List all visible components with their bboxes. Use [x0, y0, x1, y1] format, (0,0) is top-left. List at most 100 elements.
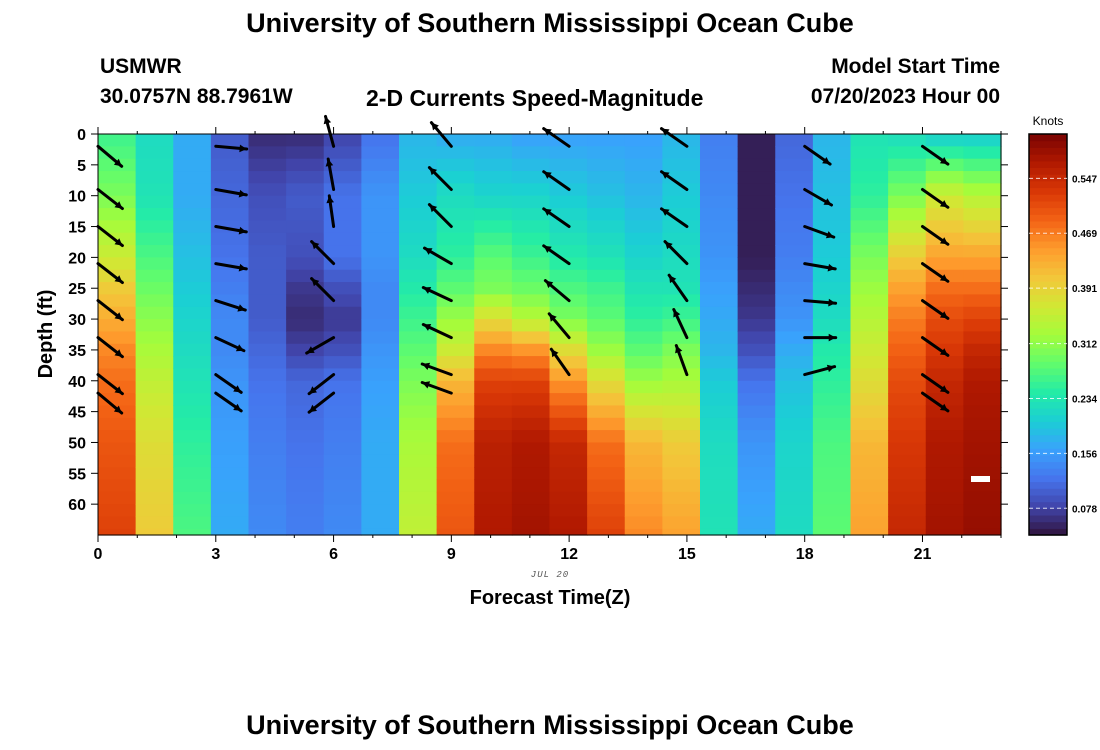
heatmap-cell [210, 430, 250, 444]
heatmap-cell [850, 319, 889, 333]
colorbar-segment [1029, 134, 1067, 142]
heatmap-cell [474, 220, 513, 234]
heatmap-cell [812, 146, 852, 160]
colorbar-segment [1029, 394, 1067, 402]
heatmap-cell [549, 504, 588, 518]
heatmap-cell [474, 504, 513, 518]
heatmap-cell [775, 405, 814, 419]
heatmap-cell [737, 430, 776, 444]
heatmap-cell [888, 319, 927, 333]
heatmap-cell [399, 417, 438, 431]
heatmap-cell [812, 232, 852, 246]
heatmap-cell [98, 331, 137, 345]
heatmap-cell [474, 528, 513, 536]
heatmap-cell [812, 158, 852, 172]
current-arrow [674, 344, 689, 377]
colorbar-segment [1029, 267, 1067, 275]
arrow-head [939, 200, 948, 208]
heatmap-cell [474, 442, 513, 456]
heatmap-cell [888, 220, 927, 234]
heatmap-cell [474, 319, 513, 333]
current-arrow [325, 157, 336, 191]
heatmap-cell [248, 171, 287, 184]
heatmap-cell [436, 467, 475, 481]
current-arrow [214, 262, 248, 272]
heatmap-cell [135, 134, 174, 147]
heatmap-cell [511, 454, 551, 468]
arrow-head [669, 275, 677, 284]
heatmap-cell [210, 442, 250, 456]
heatmap-cell [173, 232, 212, 246]
heatmap-cell [248, 331, 287, 345]
heatmap-cell [888, 294, 927, 308]
arrow-head [422, 362, 431, 370]
y-tick-label: 30 [68, 312, 86, 329]
heatmap-cell [624, 220, 663, 234]
heatmap-cell [286, 146, 325, 160]
heatmap-cell [775, 343, 814, 357]
heatmap-cell [624, 146, 663, 160]
heatmap-cell [888, 171, 927, 184]
heatmap-cell [474, 405, 513, 419]
current-arrow [543, 279, 571, 303]
heatmap-cell [323, 245, 362, 258]
heatmap-cell [812, 269, 852, 283]
colorbar-segment [1029, 200, 1067, 209]
current-arrow [803, 144, 832, 166]
heatmap-cell [511, 380, 551, 394]
heatmap-cell [361, 368, 400, 382]
heatmap-cell [850, 282, 889, 295]
heatmap-cell [474, 356, 513, 370]
colorbar-segment [1029, 174, 1067, 182]
heatmap-cell [587, 454, 626, 468]
colorbar-segment [1029, 321, 1067, 329]
heatmap-cell [700, 158, 739, 172]
y-tick-label: 5 [77, 158, 86, 175]
heatmap-cell [361, 331, 400, 345]
y-tick-label: 10 [68, 189, 86, 206]
heatmap-cell [700, 257, 739, 271]
arrow-head [543, 208, 552, 216]
heatmap-cell [850, 331, 889, 345]
arrow-head [827, 263, 836, 272]
heatmap-cell [963, 368, 1002, 382]
heatmap-cell [436, 356, 475, 370]
heatmap-cell [662, 257, 701, 271]
heatmap-cell [323, 491, 362, 505]
heatmap-cell [399, 232, 438, 246]
heatmap-cell [700, 282, 739, 295]
heatmap-cell [587, 208, 626, 221]
heatmap-cell [248, 405, 287, 419]
heatmap-cell [963, 134, 1002, 147]
colorbar-segment [1029, 234, 1067, 242]
heatmap-cell [963, 171, 1002, 184]
heatmap-cell [737, 393, 776, 407]
heatmap-cell [436, 430, 475, 444]
heatmap-cell [888, 516, 927, 530]
colorbar-segment [1029, 227, 1067, 235]
heatmap-cell [549, 479, 588, 493]
y-tick-label: 55 [68, 466, 86, 483]
arrow-head [661, 128, 670, 136]
heatmap-cell [399, 393, 438, 407]
heatmap-cell [286, 528, 325, 536]
heatmap-cell [963, 491, 1002, 505]
current-arrow [549, 347, 571, 377]
heatmap-cell [98, 368, 137, 382]
current-arrow [921, 225, 950, 246]
heatmap-cell [700, 393, 739, 407]
colorbar-segment [1029, 347, 1067, 356]
heatmap-cell [474, 257, 513, 271]
arrow-head [423, 324, 432, 331]
heatmap-cell [925, 528, 964, 536]
heatmap-cell [737, 158, 776, 172]
heatmap-cell [511, 491, 551, 505]
heatmap-cell [850, 220, 889, 234]
heatmap-cell [850, 430, 889, 444]
heatmap-cell [474, 245, 513, 258]
heatmap-cell [549, 343, 588, 357]
heatmap-cell [474, 306, 513, 320]
heatmap-cell [323, 319, 362, 333]
arrow-head [939, 311, 948, 319]
heatmap-cell [135, 417, 174, 431]
